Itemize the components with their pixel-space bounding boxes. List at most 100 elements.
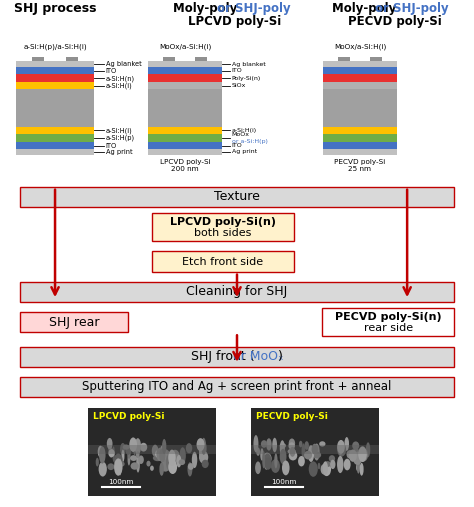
Bar — [148, 67, 222, 74]
Text: LPCVD poly-Si: LPCVD poly-Si — [93, 412, 164, 421]
Ellipse shape — [171, 450, 180, 463]
Ellipse shape — [289, 451, 297, 460]
Ellipse shape — [188, 463, 194, 470]
Ellipse shape — [338, 449, 343, 455]
Ellipse shape — [280, 443, 286, 448]
Ellipse shape — [323, 461, 331, 467]
Ellipse shape — [264, 458, 272, 469]
Text: Moly-poly: Moly-poly — [173, 2, 242, 15]
Ellipse shape — [108, 449, 115, 457]
Ellipse shape — [264, 460, 269, 470]
FancyBboxPatch shape — [152, 251, 294, 272]
Ellipse shape — [130, 455, 137, 461]
Ellipse shape — [280, 440, 285, 456]
Bar — [148, 89, 222, 127]
Ellipse shape — [271, 459, 280, 473]
Ellipse shape — [302, 446, 304, 455]
Ellipse shape — [120, 443, 126, 455]
Ellipse shape — [311, 444, 318, 455]
Ellipse shape — [118, 461, 125, 466]
Bar — [16, 149, 94, 155]
Text: MoOx: MoOx — [232, 132, 250, 137]
Ellipse shape — [357, 458, 360, 474]
Ellipse shape — [329, 455, 335, 462]
Ellipse shape — [349, 450, 357, 462]
Ellipse shape — [322, 462, 331, 476]
Text: Texture: Texture — [214, 190, 260, 203]
Text: Ag blanket: Ag blanket — [232, 62, 265, 67]
Text: ITO: ITO — [106, 68, 117, 74]
Ellipse shape — [114, 458, 123, 476]
Bar — [323, 61, 397, 67]
Ellipse shape — [288, 449, 296, 454]
FancyBboxPatch shape — [19, 346, 455, 367]
Ellipse shape — [136, 451, 140, 458]
FancyBboxPatch shape — [322, 308, 455, 337]
FancyBboxPatch shape — [19, 187, 455, 207]
Text: ITO: ITO — [232, 143, 242, 148]
Ellipse shape — [261, 440, 267, 448]
Ellipse shape — [128, 452, 130, 465]
Bar — [323, 83, 397, 89]
FancyBboxPatch shape — [152, 213, 294, 241]
Ellipse shape — [98, 446, 103, 457]
Text: or SHJ-poly: or SHJ-poly — [217, 2, 291, 15]
Text: 100nm: 100nm — [109, 479, 134, 485]
Ellipse shape — [330, 460, 336, 469]
Bar — [323, 127, 397, 134]
Ellipse shape — [266, 438, 272, 451]
Text: Moly-poly: Moly-poly — [331, 2, 400, 15]
Text: SHJ front (or MoOₓ): SHJ front (or MoOₓ) — [177, 350, 297, 363]
Ellipse shape — [201, 438, 206, 455]
Ellipse shape — [140, 443, 147, 452]
Ellipse shape — [133, 440, 136, 456]
Text: Ag blanket: Ag blanket — [106, 61, 142, 67]
Ellipse shape — [192, 452, 197, 468]
Bar — [148, 142, 222, 149]
Bar — [148, 61, 222, 67]
Ellipse shape — [320, 464, 327, 475]
Text: Etch front side: Etch front side — [182, 257, 264, 267]
Bar — [323, 67, 397, 74]
Ellipse shape — [168, 450, 176, 465]
Text: both sides: both sides — [194, 229, 252, 238]
FancyBboxPatch shape — [19, 377, 455, 397]
Ellipse shape — [99, 446, 106, 463]
Ellipse shape — [159, 448, 166, 462]
Text: PECVD poly-Si(n): PECVD poly-Si(n) — [335, 312, 442, 321]
Bar — [370, 57, 382, 61]
Ellipse shape — [152, 445, 158, 457]
Ellipse shape — [353, 452, 362, 465]
Ellipse shape — [272, 438, 277, 452]
Ellipse shape — [289, 442, 295, 450]
Ellipse shape — [160, 445, 166, 462]
Ellipse shape — [96, 458, 99, 466]
Bar — [16, 127, 94, 134]
Text: rear side: rear side — [364, 323, 413, 334]
Text: ): ) — [278, 350, 283, 363]
Text: PECVD poly-Si: PECVD poly-Si — [256, 412, 328, 421]
Bar — [16, 89, 94, 127]
Text: a-Si:H(i): a-Si:H(i) — [232, 128, 257, 133]
Ellipse shape — [344, 459, 351, 470]
Ellipse shape — [179, 459, 185, 465]
Text: a-Si:H(p)/a-Si:H(i): a-Si:H(p)/a-Si:H(i) — [23, 44, 87, 50]
Ellipse shape — [123, 445, 129, 450]
Bar — [251, 445, 379, 454]
Bar — [16, 61, 94, 67]
Ellipse shape — [358, 446, 367, 462]
Ellipse shape — [197, 438, 205, 451]
Bar — [323, 142, 397, 149]
Ellipse shape — [319, 441, 326, 447]
Ellipse shape — [199, 451, 208, 463]
Ellipse shape — [159, 462, 164, 476]
Bar — [337, 57, 350, 61]
Ellipse shape — [136, 456, 140, 473]
Ellipse shape — [323, 461, 328, 475]
Text: a-Si:H(i): a-Si:H(i) — [106, 127, 133, 134]
Bar — [323, 74, 397, 83]
Ellipse shape — [257, 465, 259, 473]
Ellipse shape — [304, 451, 312, 459]
Ellipse shape — [162, 439, 166, 454]
Ellipse shape — [161, 460, 170, 472]
